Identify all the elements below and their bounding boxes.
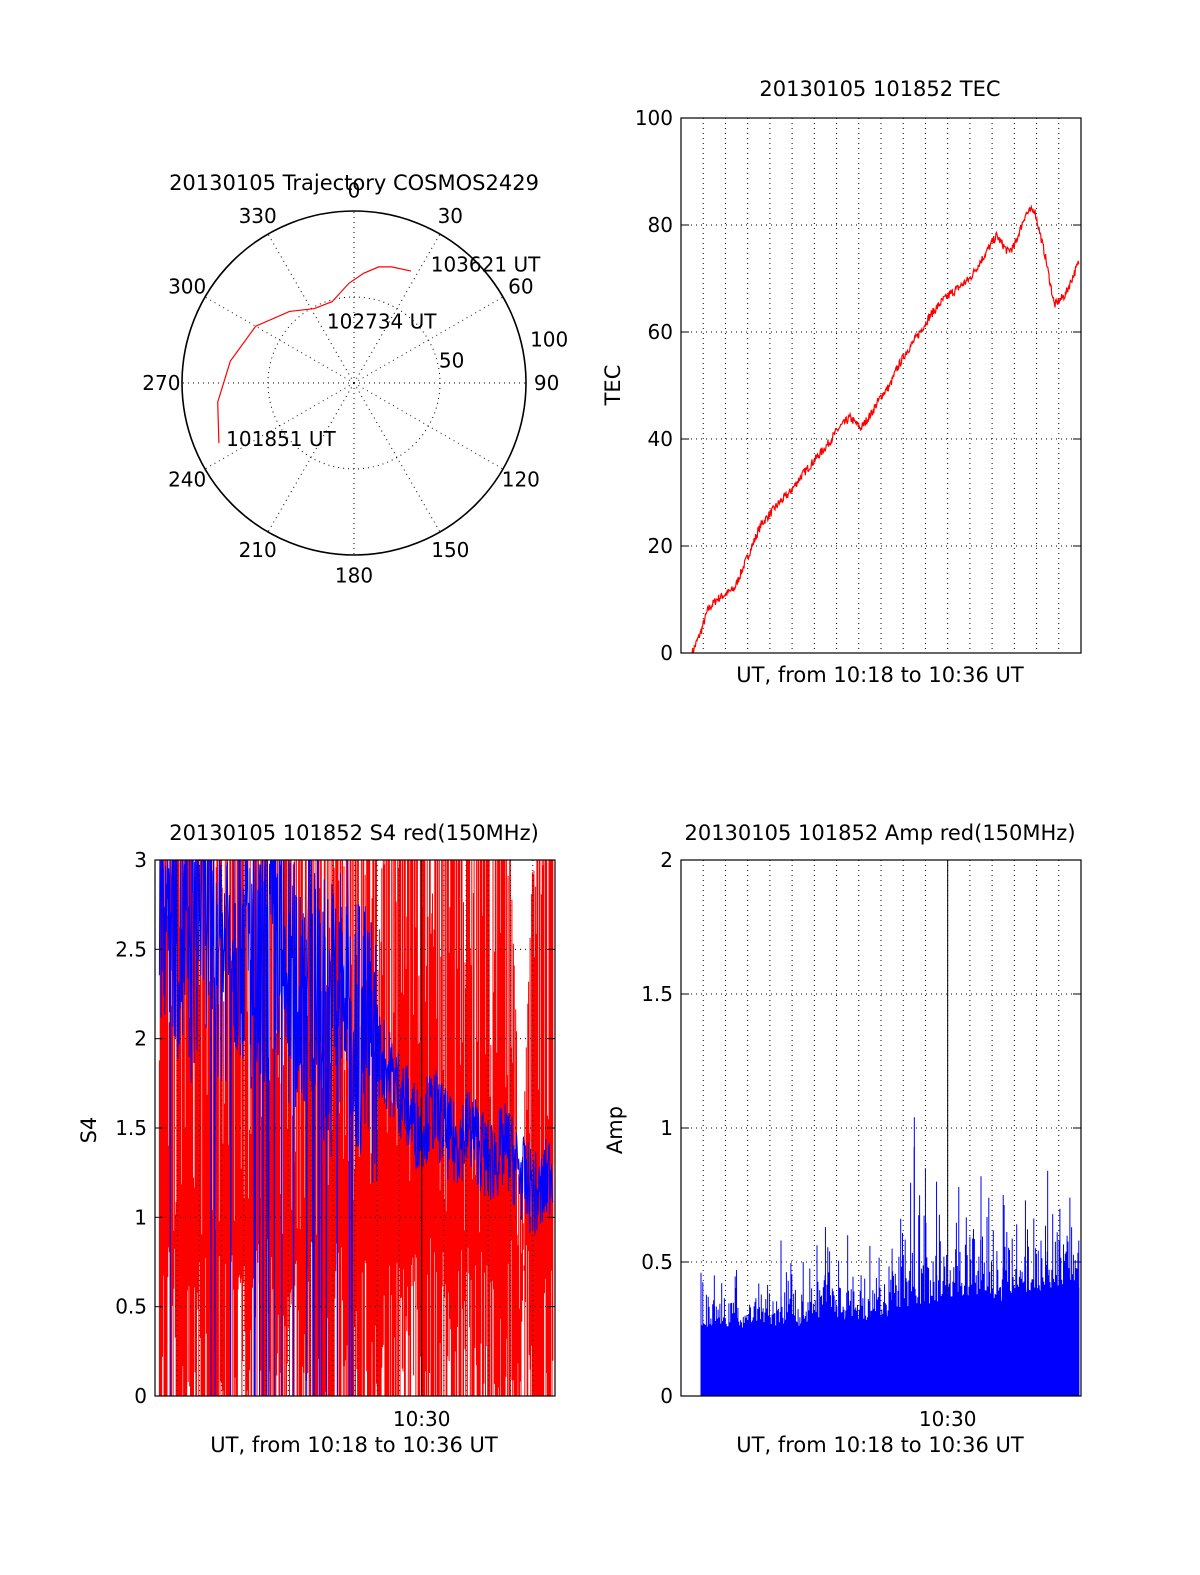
polar-spoke	[353, 233, 441, 384]
trajectory-line	[217, 266, 412, 444]
polar-radial-tick: 50	[439, 348, 464, 372]
s4-plot-area	[158, 860, 554, 1396]
polar-azimuth-tick: 120	[502, 467, 540, 491]
polar-spoke	[267, 382, 355, 533]
x-tick-label: 10:30	[393, 1407, 451, 1431]
polar-inner-circle	[267, 296, 441, 470]
s4-x-axis-label: UT, from 10:18 to 10:36 UT	[210, 1433, 498, 1457]
polar-annotations: 101851 UT 102734 UT 103621 UT	[226, 252, 541, 451]
polar-azimuth-tick: 90	[534, 371, 559, 395]
s4-blue-series	[158, 860, 554, 1396]
polar-azimuth-tick: 30	[438, 204, 463, 228]
polar-azimuth-tick: 210	[239, 538, 277, 562]
tec-x-axis-label: UT, from 10:18 to 10:36 UT	[736, 663, 1024, 687]
amp-plot-frame	[680, 859, 1082, 1397]
polar-azimuth-tick: 240	[168, 467, 206, 491]
s4-tick-labels: 0 0.5 1 1.5 2 2.5 3 10:30	[115, 848, 450, 1431]
trajectory-time-label: 102734 UT	[327, 310, 437, 334]
tec-y-axis-label: TEC	[601, 365, 625, 407]
amp-tick-labels: 0 0.5 1 1.5 2 10:30	[641, 848, 976, 1431]
polar-outer-circle	[181, 210, 527, 556]
polar-azimuth-tick: 60	[508, 275, 533, 299]
s4-plot-frame	[154, 859, 556, 1397]
amp-series	[700, 1117, 1080, 1396]
polar-azimuth-tick: 180	[335, 564, 373, 588]
polar-chart-title: 20130105 Trajectory COSMOS2429	[169, 171, 539, 195]
tec-chart-title: 20130105 101852 TEC	[759, 77, 1000, 101]
polar-tick-labels: 0 30 60 90 120 150 180 210 240 270 300 330 50 100	[142, 178, 568, 587]
y-tick-label: 100	[635, 106, 673, 130]
trajectory-time-label: 101851 UT	[226, 427, 336, 451]
polar-azimuth-tick: 150	[431, 538, 469, 562]
polar-spoke	[353, 382, 441, 533]
tec-line	[691, 204, 1080, 654]
tec-grid	[681, 117, 1081, 654]
y-tick-label: 2	[660, 848, 673, 872]
tec-series	[691, 204, 1080, 654]
y-tick-label: 2	[134, 1027, 147, 1051]
y-tick-label: 1.5	[115, 1116, 147, 1140]
y-tick-label: 40	[648, 427, 673, 451]
y-tick-label: 0	[660, 641, 673, 665]
amp-spikes	[700, 1147, 1080, 1396]
y-tick-label: 1	[134, 1205, 147, 1229]
s4-series	[158, 860, 554, 1396]
s4-chart: 20130105 101852 S4 red(150MHz) 0 0.5 1 1.5 2…	[77, 821, 556, 1457]
amp-chart: 20130105 101852 Amp red(150MHz) 0 0.5 1 1.5…	[603, 821, 1082, 1457]
s4-chart-title: 20130105 101852 S4 red(150MHz)	[169, 821, 539, 845]
trajectory-time-label: 103621 UT	[431, 252, 541, 276]
polar-trajectory-chart: 20130105 Trajectory COSMOS2429 0 30 60 90 12…	[142, 171, 568, 588]
y-tick-label: 2.5	[115, 937, 147, 961]
polar-spoke	[353, 296, 504, 384]
y-tick-label: 0.5	[115, 1295, 147, 1319]
y-tick-label: 3	[134, 848, 147, 872]
y-tick-label: 0	[660, 1384, 673, 1408]
polar-azimuth-tick: 270	[142, 371, 180, 395]
tec-plot-frame	[680, 117, 1082, 654]
amp-chart-title: 20130105 101852 Amp red(150MHz)	[684, 821, 1075, 845]
polar-azimuth-tick: 330	[239, 204, 277, 228]
polar-azimuth-tick: 0	[348, 178, 361, 202]
polar-spoke	[204, 296, 355, 384]
y-tick-label: 80	[648, 213, 673, 237]
y-tick-label: 1	[660, 1116, 673, 1140]
tec-chart: 20130105 101852 TEC 0 20 40 60 80 100 UT, fro…	[601, 77, 1082, 687]
s4-y-axis-label: S4	[77, 1117, 101, 1144]
y-tick-label: 0.5	[641, 1250, 673, 1274]
polar-series	[217, 266, 412, 444]
x-tick-label: 10:30	[919, 1407, 977, 1431]
y-tick-label: 20	[648, 534, 673, 558]
y-tick-label: 60	[648, 320, 673, 344]
y-tick-label: 0	[134, 1384, 147, 1408]
amp-y-axis-label: Amp	[603, 1106, 627, 1154]
polar-spoke	[204, 382, 355, 470]
polar-radial-tick: 100	[530, 328, 568, 352]
amp-x-axis-label: UT, from 10:18 to 10:36 UT	[736, 1433, 1024, 1457]
tec-y-tick-labels: 0 20 40 60 80 100	[635, 106, 673, 665]
polar-grid	[181, 210, 527, 556]
y-tick-label: 1.5	[641, 982, 673, 1006]
polar-azimuth-tick: 300	[168, 275, 206, 299]
